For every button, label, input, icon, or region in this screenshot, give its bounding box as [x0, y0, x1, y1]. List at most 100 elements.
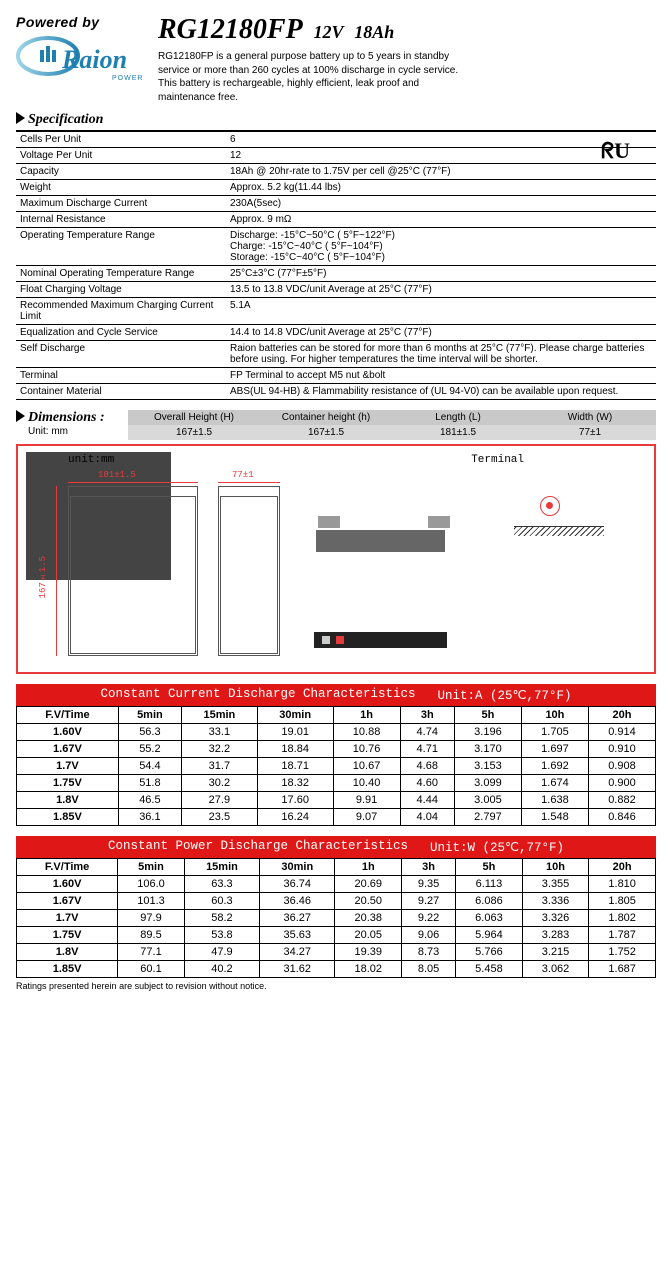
- spec-label: Nominal Operating Temperature Range: [16, 266, 226, 282]
- table-col-header: 3h: [402, 859, 456, 876]
- table-cell: 36.1: [118, 809, 181, 826]
- table-cell: 1.548: [521, 809, 588, 826]
- table-cell: 10.67: [333, 758, 400, 775]
- specification-table: Cells Per Unit6Voltage Per Unit12Capacit…: [16, 132, 656, 400]
- diagram-terminal-label: Terminal: [471, 454, 524, 466]
- table-cell: 36.74: [260, 876, 335, 893]
- dim-value: 167±1.5: [128, 425, 260, 440]
- spec-section-title: Specification: [16, 112, 656, 128]
- power-title-left: Constant Power Discharge Characteristics: [108, 839, 408, 855]
- table-cell: 1.687: [589, 961, 656, 978]
- amp-hours: 18Ah: [354, 22, 394, 42]
- power-title-right: Unit:W (25℃,77°F): [430, 839, 564, 855]
- table-cell: 18.02: [335, 961, 402, 978]
- current-discharge-table: F.V/Time5min15min30min1h3h5h10h20h1.60V5…: [16, 706, 656, 826]
- table-cell: 3.283: [522, 927, 589, 944]
- table-col-header: 15min: [184, 859, 259, 876]
- table-cell: 77.1: [118, 944, 185, 961]
- spec-label: Container Material: [16, 384, 226, 400]
- spec-value: FP Terminal to accept M5 nut &bolt: [226, 368, 656, 384]
- table-cell: 6.063: [456, 910, 523, 927]
- table-col-header: 30min: [260, 859, 335, 876]
- table-cell: 18.32: [257, 775, 333, 792]
- dim-length: 181±1.5: [98, 470, 136, 480]
- table-col-header: 1h: [335, 859, 402, 876]
- spec-value: Approx. 9 mΩ: [226, 212, 656, 228]
- table-cell: 35.63: [260, 927, 335, 944]
- table-cell: 20.38: [335, 910, 402, 927]
- table-cell: 3.196: [454, 724, 521, 741]
- spec-label: Maximum Discharge Current: [16, 196, 226, 212]
- table-row-head: 1.75V: [17, 775, 119, 792]
- table-col-header: 20h: [588, 707, 655, 724]
- table-cell: 18.71: [257, 758, 333, 775]
- table-cell: 27.9: [182, 792, 258, 809]
- model-number: RG12180FP: [158, 14, 303, 46]
- spec-label: Terminal: [16, 368, 226, 384]
- table-cell: 9.22: [402, 910, 456, 927]
- table-col-header: F.V/Time: [17, 707, 119, 724]
- table-cell: 16.24: [257, 809, 333, 826]
- table-row-head: 1.60V: [17, 876, 118, 893]
- table-cell: 3.005: [454, 792, 521, 809]
- table-row-head: 1.8V: [17, 944, 118, 961]
- table-cell: 6.086: [456, 893, 523, 910]
- table-cell: 0.914: [588, 724, 655, 741]
- dim-value: 181±1.5: [392, 425, 524, 440]
- dim-unit: Unit: mm: [28, 426, 128, 437]
- current-table-title: Constant Current Discharge Characteristi…: [16, 684, 656, 706]
- table-row-head: 1.85V: [17, 961, 118, 978]
- power-table-title: Constant Power Discharge Characteristics…: [16, 836, 656, 858]
- table-col-header: 5min: [118, 707, 181, 724]
- table-row-head: 1.8V: [17, 792, 119, 809]
- table-cell: 23.5: [182, 809, 258, 826]
- table-cell: 0.908: [588, 758, 655, 775]
- table-cell: 51.8: [118, 775, 181, 792]
- header: Powered by Raion POWER RG12180FP 12V 18A…: [16, 14, 656, 104]
- table-cell: 19.01: [257, 724, 333, 741]
- current-title-right: Unit:A (25℃,77°F): [438, 687, 572, 703]
- powered-by-label: Powered by: [16, 14, 146, 30]
- table-col-header: 1h: [333, 707, 400, 724]
- table-cell: 4.68: [400, 758, 454, 775]
- table-col-header: 10h: [522, 859, 589, 876]
- table-cell: 1.705: [521, 724, 588, 741]
- svg-text:Raion: Raion: [61, 45, 127, 74]
- table-cell: 47.9: [184, 944, 259, 961]
- table-col-header: 10h: [521, 707, 588, 724]
- table-cell: 8.05: [402, 961, 456, 978]
- title-block: RG12180FP 12V 18Ah RG12180FP is a genera…: [158, 14, 656, 104]
- table-cell: 3.062: [522, 961, 589, 978]
- spec-label: Capacity: [16, 164, 226, 180]
- spec-label: Internal Resistance: [16, 212, 226, 228]
- table-cell: 63.3: [184, 876, 259, 893]
- table-cell: 89.5: [118, 927, 185, 944]
- table-cell: 18.84: [257, 741, 333, 758]
- current-title-left: Constant Current Discharge Characteristi…: [100, 687, 415, 703]
- table-cell: 6.113: [456, 876, 523, 893]
- table-cell: 20.50: [335, 893, 402, 910]
- table-cell: 5.964: [456, 927, 523, 944]
- table-cell: 46.5: [118, 792, 181, 809]
- table-cell: 36.46: [260, 893, 335, 910]
- table-cell: 3.355: [522, 876, 589, 893]
- table-cell: 9.91: [333, 792, 400, 809]
- table-cell: 10.88: [333, 724, 400, 741]
- table-cell: 33.1: [182, 724, 258, 741]
- logo-block: Powered by Raion POWER: [16, 14, 146, 91]
- spec-value: 12: [226, 148, 656, 164]
- table-cell: 31.7: [182, 758, 258, 775]
- spec-value: Discharge: -15°C~50°C ( 5°F~122°F) Charg…: [226, 228, 656, 266]
- table-cell: 9.27: [402, 893, 456, 910]
- table-cell: 3.336: [522, 893, 589, 910]
- table-col-header: 30min: [257, 707, 333, 724]
- table-col-header: 5h: [454, 707, 521, 724]
- table-cell: 40.2: [184, 961, 259, 978]
- dim-col-header: Overall Height (H): [128, 410, 260, 425]
- table-cell: 2.797: [454, 809, 521, 826]
- table-col-header: 5h: [456, 859, 523, 876]
- table-row-head: 1.75V: [17, 927, 118, 944]
- power-discharge-table: F.V/Time5min15min30min1h3h5h10h20h1.60V1…: [16, 858, 656, 978]
- table-cell: 4.74: [400, 724, 454, 741]
- ul-mark: ᖇU: [601, 138, 630, 164]
